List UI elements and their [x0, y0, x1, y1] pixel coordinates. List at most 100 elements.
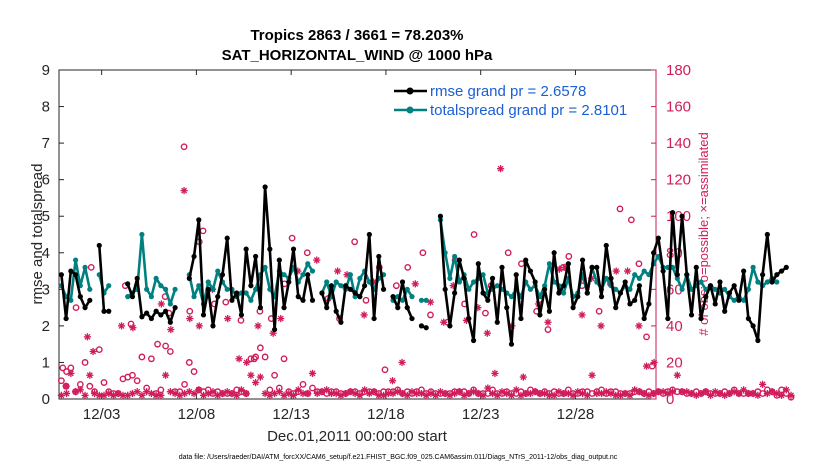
rmse-point: [328, 283, 335, 289]
rmse-point: [295, 294, 301, 300]
totalspread-point: [409, 294, 415, 300]
obs-assimilated-point: [243, 358, 251, 367]
totalspread-point: [248, 297, 254, 303]
totalspread-point: [712, 286, 718, 292]
rmse-point: [693, 264, 699, 270]
rmse-point: [276, 257, 282, 263]
obs-assimilated-point: [209, 388, 217, 396]
obs-assimilated-point: [167, 325, 175, 334]
rmse-point: [556, 290, 562, 296]
obs-count-series: [57, 103, 795, 401]
rmse-point: [82, 305, 88, 311]
obs-possible-point: [57, 377, 65, 385]
rmse-point: [594, 264, 600, 270]
totalspread-point: [632, 272, 638, 278]
obs-possible-point: [87, 263, 95, 271]
obs-possible-point: [59, 364, 67, 372]
rmse-point: [508, 341, 515, 347]
rmse-point: [262, 184, 268, 190]
rmse-point: [399, 279, 406, 285]
rmse-point: [163, 308, 169, 314]
totalspread-point: [357, 275, 363, 281]
rmse-point: [153, 308, 159, 314]
rmse-point: [589, 264, 595, 270]
obs-possible-point: [381, 366, 389, 374]
rmse-point: [741, 268, 747, 274]
x-tick-label: 12/23: [462, 406, 500, 423]
obs-possible-point: [544, 326, 552, 333]
totalspread-point: [139, 231, 145, 238]
totalspread-point: [418, 297, 425, 303]
chart-subtitle: SAT_HORIZONTAL_WIND @ 1000 hPa: [222, 47, 493, 64]
rmse-point: [253, 253, 259, 260]
rmse-point: [324, 305, 330, 311]
obs-assimilated-point: [299, 389, 307, 398]
rmse-point: [764, 231, 770, 238]
rmse-point: [617, 290, 624, 296]
rmse-point: [58, 272, 64, 278]
obs-assimilated-point: [360, 311, 368, 319]
obs-possible-point: [303, 249, 311, 257]
obs-assimilated-point: [496, 165, 505, 173]
rmse-point: [248, 283, 254, 289]
rmse-point: [305, 272, 311, 278]
obs-possible-point: [351, 238, 359, 246]
data-file-footnote: data file: /Users/raeder/DAI/ATM_forcXX/…: [179, 454, 618, 461]
rmse-point: [527, 268, 534, 274]
rmse-point: [769, 279, 775, 285]
obs-assimilated-point: [289, 391, 298, 399]
obs-possible-point: [100, 379, 108, 386]
totalspread-point: [722, 286, 728, 292]
y-tick-label: 0: [42, 391, 50, 408]
rmse-point: [224, 235, 230, 241]
rmse-point: [281, 305, 287, 311]
rmse-point: [148, 315, 154, 322]
totalspread-point: [542, 283, 548, 289]
obs-assimilated-point: [536, 389, 544, 398]
totalspread-point: [324, 279, 330, 285]
obs-possible-point: [392, 282, 400, 290]
obs-possible-point: [237, 317, 245, 324]
rmse-point: [485, 297, 491, 303]
y-axis-right-label: # of obs: o=possible; ×=assimilated: [696, 132, 711, 335]
rmse-point: [447, 323, 453, 329]
rmse-point: [238, 312, 245, 318]
totalspread-point: [72, 257, 79, 263]
x-tick-label: 12/18: [367, 406, 405, 423]
rmse-point: [622, 279, 628, 285]
obs-possible-point: [127, 320, 135, 328]
rmse-point: [760, 272, 766, 278]
rmse-point: [561, 283, 567, 289]
obs-assimilated-point: [512, 386, 520, 394]
obs-possible-point: [166, 348, 174, 355]
obs-assimilated-point: [583, 391, 591, 399]
totalspread-point: [470, 279, 477, 285]
rmse-point: [570, 305, 576, 311]
totalspread-point: [333, 279, 339, 285]
rmse-point: [343, 283, 349, 289]
obs-assimilated-point: [76, 386, 84, 394]
rmse-point: [603, 242, 609, 249]
totalspread-point: [210, 286, 216, 292]
obs-assimilated-point: [313, 256, 321, 264]
legend-totalspread-marker: [406, 106, 414, 114]
totalspread-point: [196, 283, 202, 289]
totalspread-point: [452, 253, 458, 260]
rmse-point: [546, 308, 552, 314]
obs-assimilated-point: [308, 369, 317, 378]
rmse-point: [418, 323, 425, 329]
rmse-point: [200, 312, 207, 318]
rmse-point: [68, 268, 74, 274]
obs-assimilated-point: [432, 391, 440, 399]
rmse-point: [219, 272, 226, 278]
rmse-point: [257, 305, 263, 311]
rmse-point: [632, 297, 638, 303]
obs-assimilated-point: [754, 391, 762, 399]
totalspread-point: [205, 279, 211, 285]
obs-possible-point: [643, 333, 650, 341]
rmse-point: [717, 279, 723, 285]
rmse-point: [575, 294, 581, 300]
rmse-point: [101, 308, 107, 314]
rmse-point: [390, 294, 396, 300]
totalspread-point: [636, 275, 643, 281]
